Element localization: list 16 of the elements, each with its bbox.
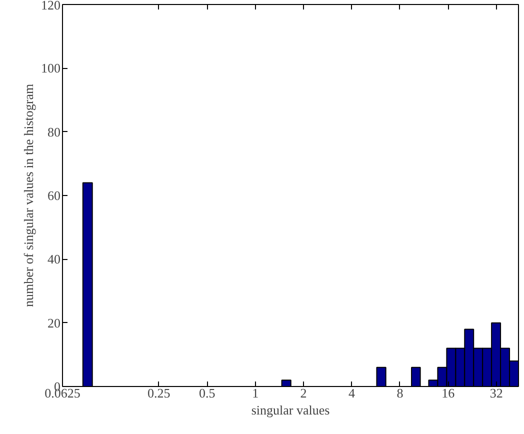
y-tick-label: 100 [41, 60, 60, 76]
x-tick-label: 0.5 [198, 386, 216, 400]
x-tick-label: 16 [442, 386, 456, 400]
y-tick-label: 60 [48, 188, 60, 203]
x-tick-label: 8 [396, 386, 404, 400]
x-tick-label: 0.25 [148, 386, 170, 400]
y-tick-label: 120 [41, 0, 60, 12]
y-tick-label: 40 [48, 252, 60, 267]
x-tick-label: 4 [348, 386, 356, 400]
y-axis-title: number of singular values in the histogram [21, 84, 36, 308]
x-tick-label: 2 [300, 386, 307, 400]
y-tick-label: 20 [48, 315, 60, 330]
x-axis-title: singular values [251, 402, 330, 418]
x-tick-label: 1 [252, 386, 259, 400]
y-tick-label: 80 [48, 124, 60, 140]
x-tick-label: 32 [490, 386, 503, 400]
